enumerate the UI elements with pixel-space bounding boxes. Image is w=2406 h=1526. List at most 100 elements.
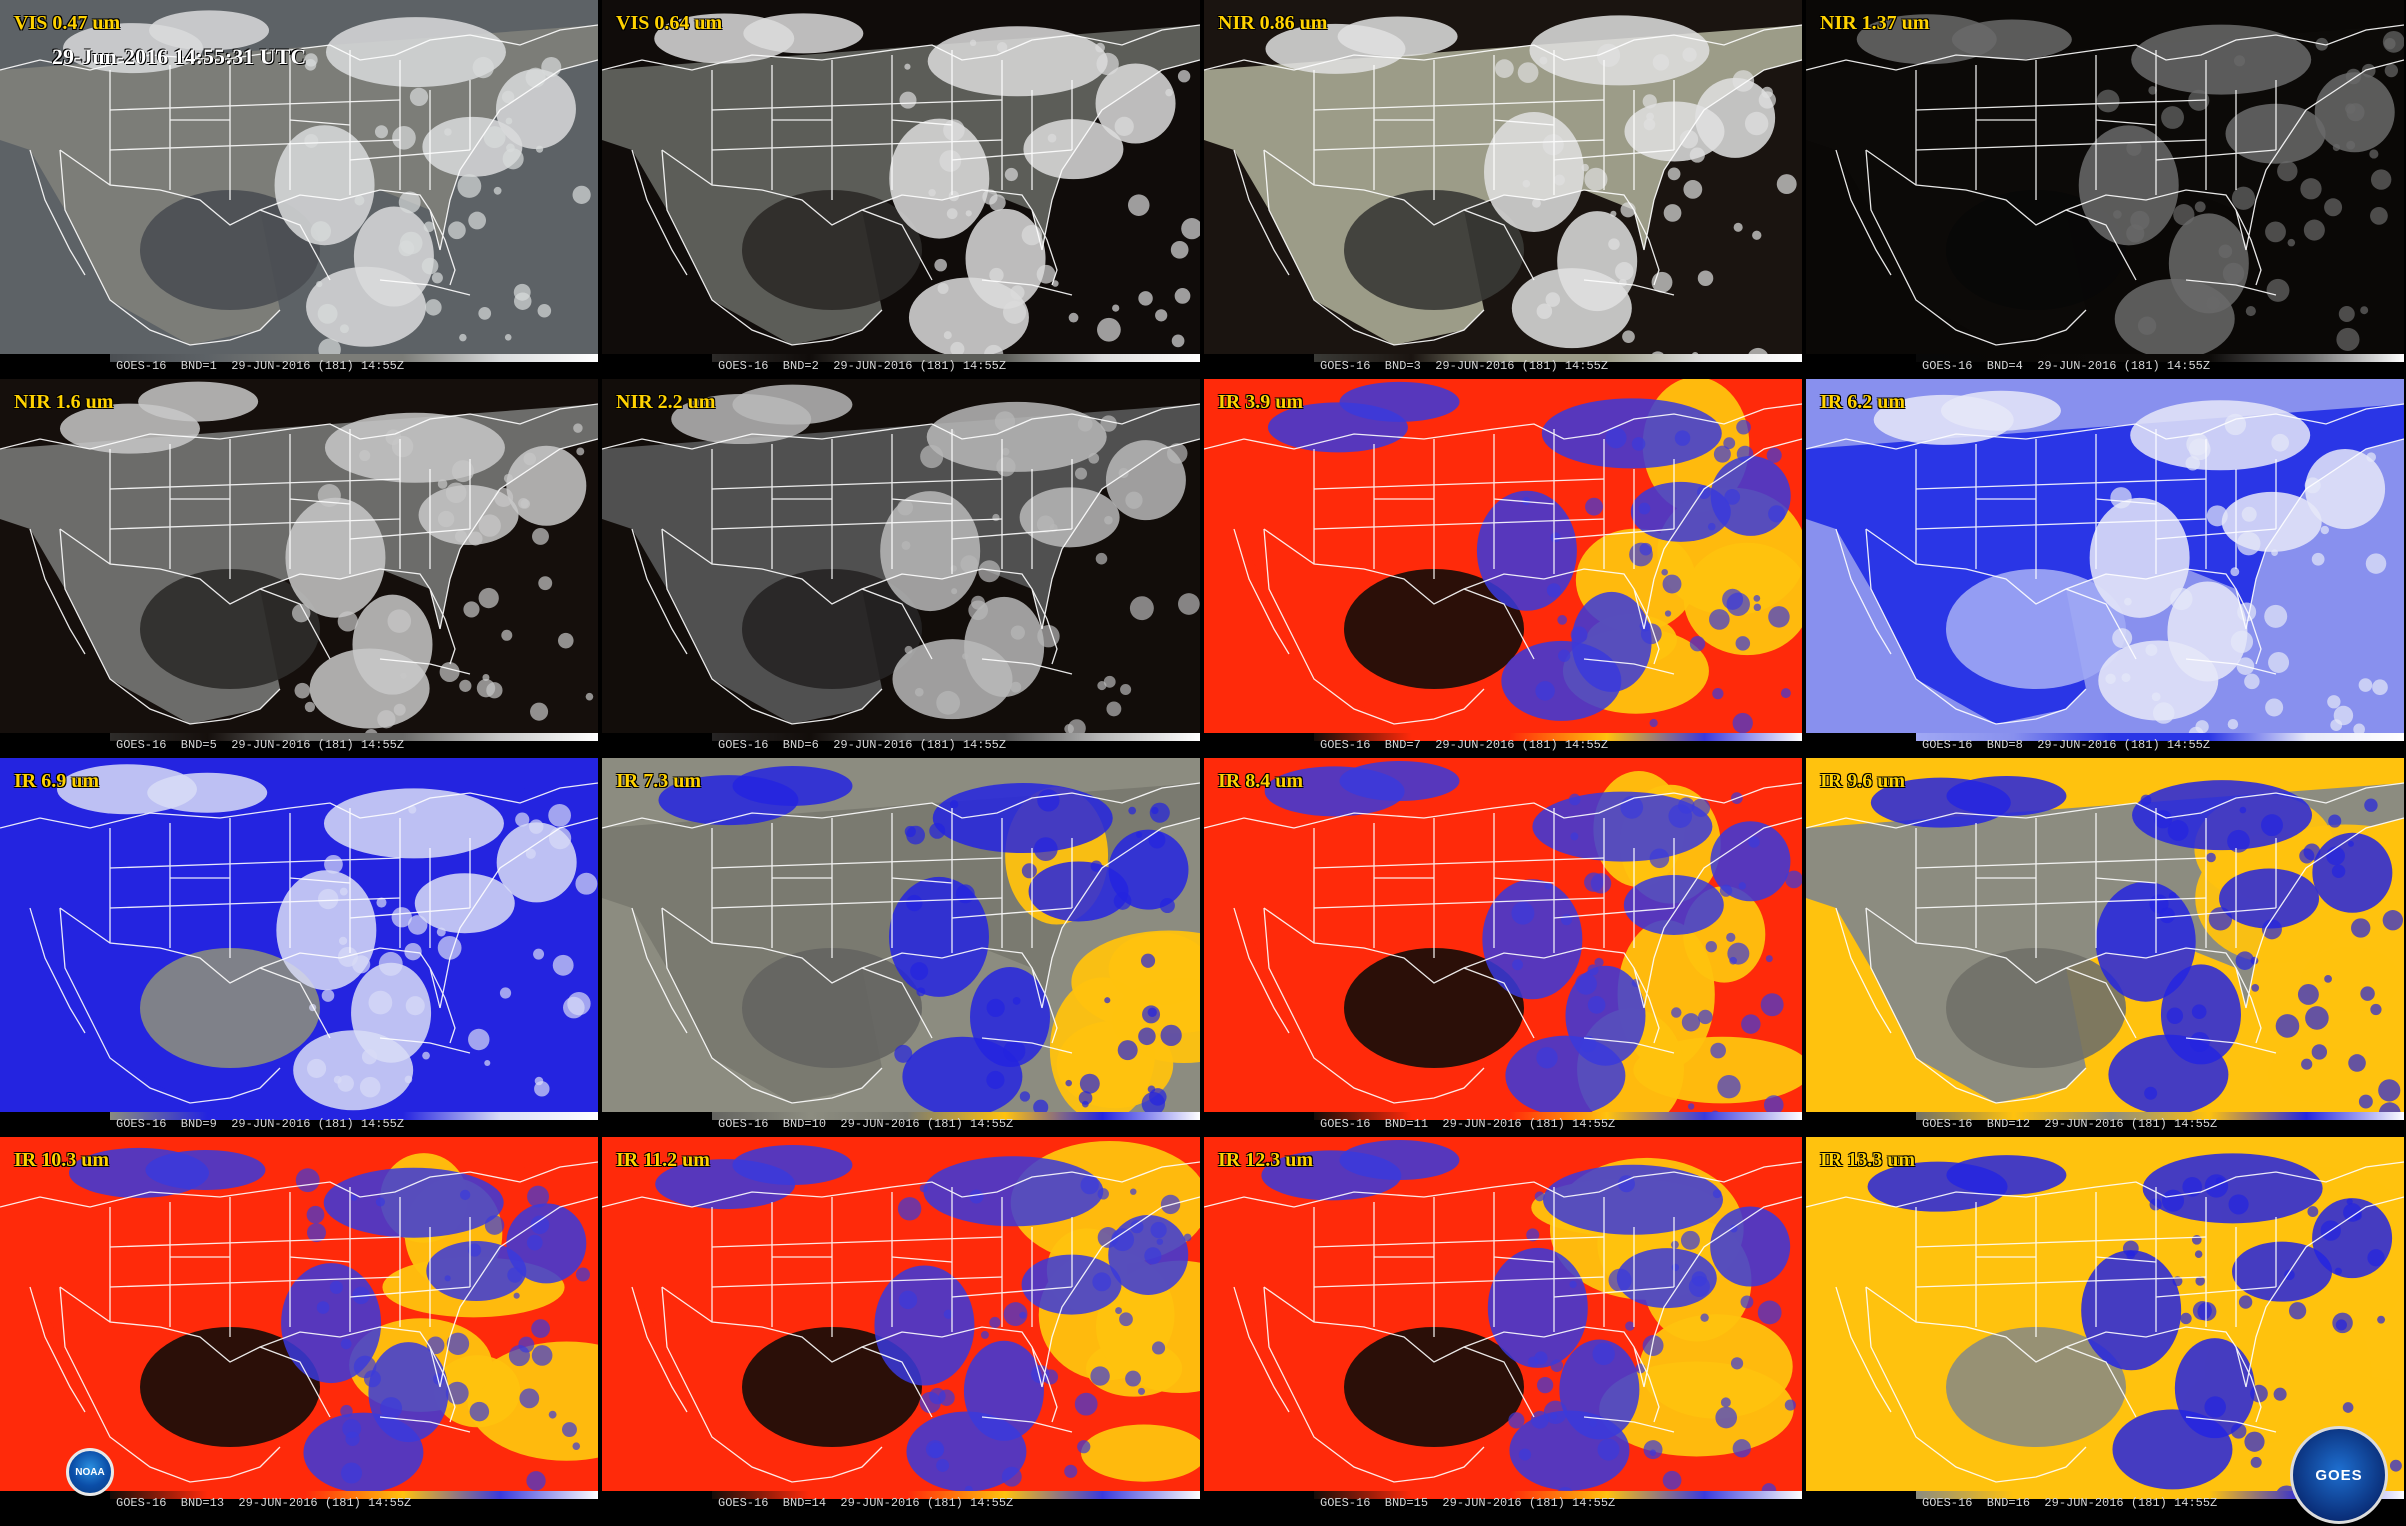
cloud-feature xyxy=(324,412,505,483)
boundary-line xyxy=(1313,139,1605,151)
cloud-speckle xyxy=(405,996,425,1016)
cloud-speckle xyxy=(294,682,311,699)
goes-logo: GOES xyxy=(2290,1426,2388,1524)
cloud-speckle xyxy=(1536,1377,1554,1394)
cloud-speckle xyxy=(2384,63,2399,78)
cloud-speckle xyxy=(1114,116,1134,137)
cloud-speckle xyxy=(340,1338,352,1350)
cloud-speckle xyxy=(359,1076,381,1098)
cloud-speckle xyxy=(2173,204,2195,226)
cloud-speckle xyxy=(2268,651,2290,673)
cloud-speckle xyxy=(2261,919,2282,940)
cloud-speckle xyxy=(1670,1240,1679,1249)
cloud-speckle xyxy=(508,1345,530,1367)
cloud-speckle xyxy=(2140,794,2152,806)
band-label: IR 6.9 um xyxy=(14,770,100,792)
boundary-line xyxy=(1583,658,1675,675)
band-panel: NIR 1.37 um GOES-16 BND=4 29-JUN-2016 (18… xyxy=(1806,0,2404,372)
cloud-speckle xyxy=(1642,94,1657,109)
cloud-speckle xyxy=(1177,70,1191,83)
color-scale-bar xyxy=(110,733,598,741)
boundary-line xyxy=(109,518,401,530)
cloud-speckle xyxy=(1149,802,1170,823)
cloud-speckle xyxy=(387,609,412,633)
cloud-speckle xyxy=(482,673,490,681)
cloud-speckle xyxy=(951,588,958,595)
cloud-speckle xyxy=(1074,1392,1098,1416)
cloud-speckle xyxy=(1608,238,1620,250)
cloud-speckle xyxy=(1165,88,1173,97)
cloud-speckle xyxy=(1111,1228,1135,1252)
cloud-speckle xyxy=(978,560,1001,583)
boundary-line xyxy=(951,149,1073,161)
cloud-speckle xyxy=(897,1197,922,1221)
cloud-speckle xyxy=(1617,1175,1635,1193)
color-scale-bar xyxy=(712,1491,1200,1499)
cloud-speckle xyxy=(2358,678,2373,692)
cloud-speckle xyxy=(1652,54,1670,71)
cloud-speckle xyxy=(431,272,443,284)
cloud-speckle xyxy=(1079,1073,1100,1094)
cloud-speckle xyxy=(965,210,972,217)
cloud-speckle xyxy=(472,56,494,79)
cloud-speckle xyxy=(1557,615,1568,625)
gulf-region xyxy=(742,569,922,689)
color-scale-bar xyxy=(1314,354,1802,362)
boundary-line xyxy=(1865,907,2087,1104)
gulf-region xyxy=(140,1327,320,1447)
cloud-speckle xyxy=(437,935,462,960)
boundary-line xyxy=(631,149,688,276)
cloud-feature xyxy=(1482,879,1583,1000)
band-label: NIR 1.37 um xyxy=(1820,12,1930,34)
boundary-line xyxy=(439,438,598,630)
cloud-speckle xyxy=(530,702,549,721)
cloud-speckle xyxy=(585,692,594,701)
boundary-line xyxy=(349,1286,471,1298)
cloud-feature xyxy=(1339,1140,1460,1181)
cloud-speckle xyxy=(2230,630,2254,653)
color-scale-bar xyxy=(1916,733,2404,741)
cloud-speckle xyxy=(444,1275,451,1282)
boundary-line xyxy=(1835,149,1892,276)
gulf-region xyxy=(1344,569,1524,689)
cloud-speckle xyxy=(1536,1047,1558,1069)
band-label: IR 13.3 um xyxy=(1820,1149,1916,1171)
band-panel: VIS 0.47 um 29-Jun-2016 14:55:31 UTC GOES-… xyxy=(0,0,598,372)
cloud-speckle xyxy=(2113,210,2122,219)
cloud-speckle xyxy=(1733,222,1743,232)
cloud-speckle xyxy=(1664,610,1672,617)
cloud-speckle xyxy=(1715,1406,1738,1429)
cloud-speckle xyxy=(1649,1449,1657,1456)
cloud-speckle xyxy=(1709,609,1730,630)
cloud-speckle xyxy=(904,645,913,654)
cloud-speckle xyxy=(1758,91,1776,109)
cloud-speckle xyxy=(532,527,549,545)
cloud-feature xyxy=(306,266,427,347)
cloud-speckle xyxy=(304,59,317,71)
cloud-speckle xyxy=(1012,997,1021,1005)
gulf-region xyxy=(140,948,320,1068)
boundary-line xyxy=(631,907,688,1034)
boundary-line xyxy=(2155,907,2277,919)
boundary-line xyxy=(1553,528,1675,540)
boundary-line xyxy=(1865,149,2087,346)
boundary-line xyxy=(1835,907,1892,1034)
map-boundaries xyxy=(1806,782,2404,1104)
cloud-feature xyxy=(323,1167,504,1238)
cloud-speckle xyxy=(2239,806,2247,814)
gulf-region xyxy=(1946,190,2126,310)
cloud-speckle xyxy=(1088,452,1100,464)
cloud-speckle xyxy=(1760,993,1784,1017)
cloud-speckle xyxy=(2300,178,2322,200)
cloud-speckle xyxy=(969,39,977,47)
cloud-feature xyxy=(2130,400,2311,471)
cloud-speckle xyxy=(2372,679,2388,696)
cloud-speckle xyxy=(451,460,474,483)
cloud-speckle xyxy=(948,190,960,202)
cloud-speckle xyxy=(454,530,468,543)
cloud-speckle xyxy=(1127,194,1150,216)
map-boundaries xyxy=(0,403,598,725)
cloud-speckle xyxy=(2264,604,2288,628)
cloud-feature xyxy=(1856,14,1997,65)
cloud-speckle xyxy=(1036,515,1055,533)
